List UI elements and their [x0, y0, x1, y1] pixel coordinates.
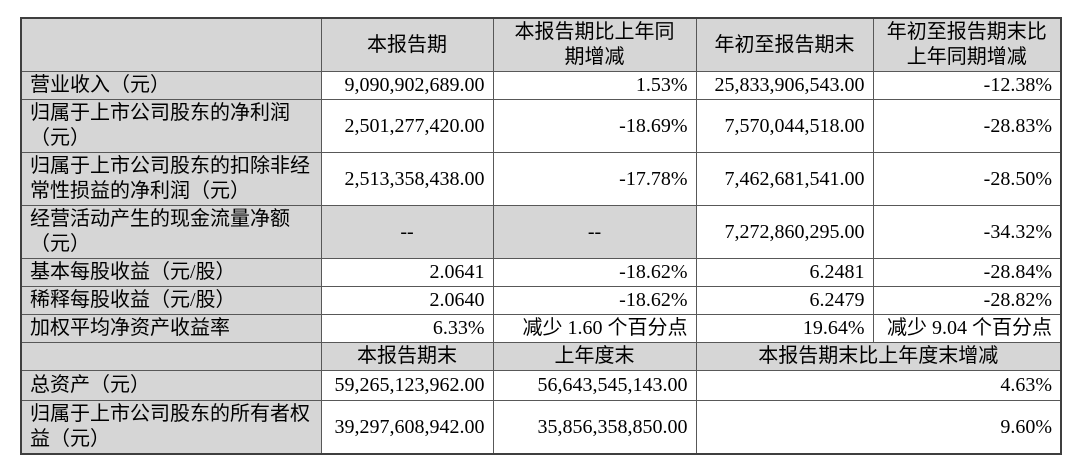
row-label: 归属于上市公司股东的所有者权 益（元）: [20, 400, 322, 455]
value-current-end: 59,265,123,962.00: [320, 370, 494, 401]
value-change: 4.63%: [695, 370, 1062, 401]
value-current-yoy: -17.78%: [492, 152, 697, 206]
financial-summary-table: 本报告期 本报告期比上年同 期增减 年初至报告期末 年初至报告期末比 上年同期增…: [20, 17, 1062, 455]
value-current-end: 39,297,608,942.00: [320, 400, 494, 455]
row-label: 基本每股收益（元/股）: [20, 258, 322, 287]
value-current-yoy: -18.62%: [492, 258, 697, 287]
row-label: 加权平均净资产收益率: [20, 314, 322, 343]
value-ytd-yoy: -28.82%: [872, 286, 1062, 315]
value-current-yoy: 减少 1.60 个百分点: [492, 314, 697, 343]
subheader-change-vs-prev-year-end: 本报告期末比上年度末增减: [695, 342, 1062, 371]
header-blank-cell: [20, 17, 322, 72]
value-ytd: 6.2481: [695, 258, 874, 287]
subheader-prev-year-end: 上年度末: [492, 342, 697, 371]
value-ytd: 7,272,860,295.00: [695, 205, 874, 259]
value-ytd: 7,462,681,541.00: [695, 152, 874, 206]
value-change: 9.60%: [695, 400, 1062, 455]
value-ytd-yoy: -34.32%: [872, 205, 1062, 259]
value-prev-year-end: 35,856,358,850.00: [492, 400, 697, 455]
table-row-net-profit-excl-nonrecurring: 归属于上市公司股东的扣除非经 常性损益的净利润（元） 2,513,358,438…: [20, 152, 1062, 206]
value-ytd-yoy: -28.50%: [872, 152, 1062, 206]
value-ytd-yoy: -12.38%: [872, 71, 1062, 100]
value-current: 9,090,902,689.00: [320, 71, 494, 100]
value-ytd: 6.2479: [695, 286, 874, 315]
table-row-net-profit: 归属于上市公司股东的净利润 （元） 2,501,277,420.00 -18.6…: [20, 99, 1062, 153]
value-ytd-yoy: 减少 9.04 个百分点: [872, 314, 1062, 343]
row-label: 总资产（元）: [20, 370, 322, 401]
value-ytd: 25,833,906,543.00: [695, 71, 874, 100]
value-ytd-yoy: -28.84%: [872, 258, 1062, 287]
value-ytd: 7,570,044,518.00: [695, 99, 874, 153]
value-current: 2.0640: [320, 286, 494, 315]
value-ytd-yoy: -28.83%: [872, 99, 1062, 153]
table-row-equity: 归属于上市公司股东的所有者权 益（元） 39,297,608,942.00 35…: [20, 400, 1062, 455]
secondary-header-row: 本报告期末 上年度末 本报告期末比上年度末增减: [20, 342, 1062, 371]
table-row-weighted-avg-roe: 加权平均净资产收益率 6.33% 减少 1.60 个百分点 19.64% 减少 …: [20, 314, 1062, 343]
header-current-period: 本报告期: [320, 17, 494, 72]
header-current-period-yoy: 本报告期比上年同 期增减: [492, 17, 697, 72]
table-row-revenue: 营业收入（元） 9,090,902,689.00 1.53% 25,833,90…: [20, 71, 1062, 100]
value-ytd: 19.64%: [695, 314, 874, 343]
row-label: 归属于上市公司股东的扣除非经 常性损益的净利润（元）: [20, 152, 322, 206]
value-current: 2.0641: [320, 258, 494, 287]
table-row-total-assets: 总资产（元） 59,265,123,962.00 56,643,545,143.…: [20, 370, 1062, 401]
table-row-operating-cash-flow: 经营活动产生的现金流量净额 （元） -- -- 7,272,860,295.00…: [20, 205, 1062, 259]
value-current: 2,513,358,438.00: [320, 152, 494, 206]
primary-header-row: 本报告期 本报告期比上年同 期增减 年初至报告期末 年初至报告期末比 上年同期增…: [20, 17, 1062, 72]
table-row-diluted-eps: 稀释每股收益（元/股） 2.0640 -18.62% 6.2479 -28.82…: [20, 286, 1062, 315]
row-label: 经营活动产生的现金流量净额 （元）: [20, 205, 322, 259]
subheader-blank-cell: [20, 342, 322, 371]
value-prev-year-end: 56,643,545,143.00: [492, 370, 697, 401]
value-current-yoy: -18.62%: [492, 286, 697, 315]
value-current-yoy: -18.69%: [492, 99, 697, 153]
subheader-current-period-end: 本报告期末: [320, 342, 494, 371]
value-current-yoy-na: --: [492, 205, 697, 259]
value-current: 2,501,277,420.00: [320, 99, 494, 153]
table-row-basic-eps: 基本每股收益（元/股） 2.0641 -18.62% 6.2481 -28.84…: [20, 258, 1062, 287]
value-current: 6.33%: [320, 314, 494, 343]
header-ytd-yoy: 年初至报告期末比 上年同期增减: [872, 17, 1062, 72]
row-label: 归属于上市公司股东的净利润 （元）: [20, 99, 322, 153]
value-current-yoy: 1.53%: [492, 71, 697, 100]
row-label: 营业收入（元）: [20, 71, 322, 100]
value-current-na: --: [320, 205, 494, 259]
header-ytd: 年初至报告期末: [695, 17, 874, 72]
row-label: 稀释每股收益（元/股）: [20, 286, 322, 315]
